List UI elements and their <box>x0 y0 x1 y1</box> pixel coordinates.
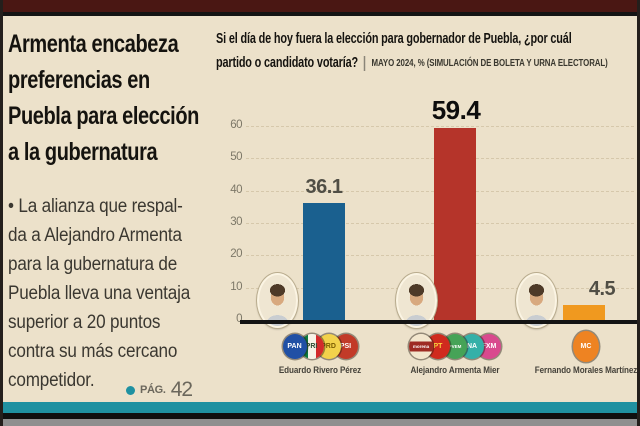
bottom-accent-bar <box>0 402 640 413</box>
candidate-photo-1 <box>257 273 298 328</box>
party-logo-movimiento-ciudadano-icon: MC <box>573 330 599 362</box>
candidate-column-3: MC Fernando Morales Martínez <box>501 330 640 376</box>
y-axis-tick-10: 10 <box>230 280 242 293</box>
page-ref-number: 42 <box>170 378 193 401</box>
bar-3 <box>563 305 605 320</box>
bottom-edge <box>0 419 640 426</box>
headline: Armenta encabeza preferencias en Puebla … <box>8 30 199 166</box>
party-logos: PAN PRI PRD PSI <box>235 330 405 362</box>
y-axis-tick-20: 20 <box>230 248 242 261</box>
candidate-column-2: morena PT PVEM NA FXM Alejandro Armenta Mier <box>370 330 540 376</box>
candidate-column-1: PAN PRI PRD PSI Eduardo Rivero Pérez <box>235 330 405 376</box>
candidate-name: Alejandro Armenta Mier <box>410 365 500 376</box>
x-axis-line <box>240 320 637 324</box>
party-logo-pan-icon: PAN <box>282 333 307 359</box>
party-logos: morena PT PVEM NA FXM <box>370 330 540 362</box>
candidate-name: Eduardo Rivero Pérez <box>278 365 362 376</box>
chart-header: Si el día de hoy fuera la elección para … <box>216 27 636 75</box>
y-axis-tick-60: 60 <box>230 119 242 132</box>
left-border <box>0 0 3 426</box>
gridline-60 <box>246 126 634 128</box>
bottom-divider-line <box>0 413 640 419</box>
bar-value-2: 59.4 <box>431 95 481 125</box>
page-ref-dot-icon <box>126 385 135 395</box>
y-axis-tick-30: 30 <box>230 216 242 228</box>
page-ref-label: PÁG. <box>140 384 166 396</box>
party-logo-morena-icon: morena <box>409 333 433 359</box>
header-divider <box>364 55 366 71</box>
chart-subtitle: MAYO 2024, % (SIMULACIÓN DE BOLETA Y URN… <box>371 57 608 69</box>
candidate-photo-2 <box>396 273 437 328</box>
page-reference: PÁG. 42 <box>126 378 193 402</box>
top-divider-line <box>0 12 640 16</box>
candidate-photo-3 <box>516 273 557 328</box>
top-accent-bar <box>0 0 640 12</box>
right-border <box>637 0 640 426</box>
y-axis-tick-50: 50 <box>230 151 242 164</box>
summary-text: • La alianza que respal- da a Alejandro … <box>8 196 191 391</box>
candidate-name: Fernando Morales Martínez <box>534 365 638 376</box>
bar-2 <box>434 128 476 320</box>
y-axis-tick-0: 0 <box>236 313 242 325</box>
y-axis-tick-40: 40 <box>230 183 242 196</box>
chart-title-line1: Si el día de hoy fuera la elección para … <box>216 31 572 47</box>
chart-title-line2: partido o candidato votaría? MAYO 2024, … <box>216 51 636 75</box>
bar-value-3: 4.5 <box>588 278 616 300</box>
party-logos: MC <box>501 330 640 362</box>
bar-1 <box>303 203 345 320</box>
bar-value-1: 36.1 <box>305 176 343 198</box>
